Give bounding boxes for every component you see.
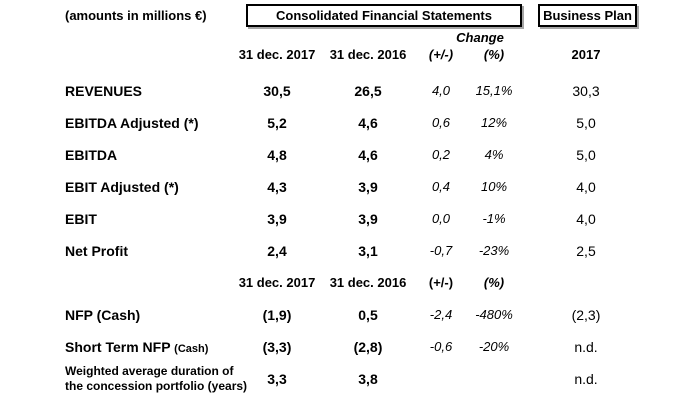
table-row-short-term-nfp: Short Term NFP (Cash) (3,3) (2,8) -0,6 -… <box>0 339 700 355</box>
value-2017: (1,9) <box>262 307 292 323</box>
column-header-row-2: 31 dec. 2017 31 dec. 2016 (+/-) (%) <box>0 275 700 291</box>
table-row-ebitda-adjusted: EBITDA Adjusted (*) 5,2 4,6 0,6 12% 5,0 <box>0 115 700 131</box>
table-row-net-profit: Net Profit 2,4 3,1 -0,7 -23% 2,5 <box>0 243 700 259</box>
col-header-2017: 31 dec. 2017 <box>238 275 316 290</box>
row-label: Short Term NFP (Cash) <box>0 339 232 357</box>
value-change-pct: -20% <box>478 339 510 354</box>
value-change-pct: 10% <box>480 179 508 194</box>
value-change-pct: -1% <box>482 211 506 226</box>
value-change-abs: 0,4 <box>431 179 451 194</box>
amounts-note: (amounts in millions €) <box>65 8 207 23</box>
row-label: REVENUES <box>65 83 143 99</box>
value-business-plan: 4,0 <box>576 211 596 227</box>
row-label: NFP (Cash) <box>65 307 141 323</box>
row-label-main: Short Term NFP <box>65 339 171 355</box>
table-row-revenues: REVENUES 30,5 26,5 4,0 15,1% 30,3 <box>0 83 700 99</box>
col-header-2016: 31 dec. 2016 <box>329 275 407 290</box>
value-change-pct: 12% <box>480 115 508 130</box>
value-change-pct: -480% <box>475 307 513 322</box>
value-business-plan: 2,5 <box>576 243 596 259</box>
row-label: EBITDA Adjusted (*) <box>65 115 199 131</box>
row-label: EBITDA <box>65 147 118 163</box>
value-2017: 4,8 <box>267 147 287 163</box>
value-change-pct: 4% <box>484 147 504 162</box>
value-change-abs: -0,7 <box>429 243 453 258</box>
table-row-ebit-adjusted: EBIT Adjusted (*) 4,3 3,9 0,4 10% 4,0 <box>0 179 700 195</box>
value-business-plan: n.d. <box>574 370 598 387</box>
value-change-abs: 4,0 <box>431 83 451 98</box>
value-change-abs: -2,4 <box>429 307 453 322</box>
value-business-plan: 4,0 <box>576 179 596 195</box>
value-2016: (2,8) <box>353 339 383 355</box>
row-label: Net Profit <box>65 243 128 259</box>
value-2017: 5,2 <box>267 115 287 131</box>
value-business-plan: 30,3 <box>572 83 600 99</box>
row-label-line1: Weighted average duration of <box>65 364 234 378</box>
value-2017: 3,3 <box>267 370 287 387</box>
group-box-title: Consolidated Financial Statements <box>276 8 492 23</box>
value-change-abs: 0,2 <box>431 147 451 162</box>
value-2016: 3,9 <box>358 179 378 195</box>
value-2017: 3,9 <box>267 211 287 227</box>
value-2017: 4,3 <box>267 179 287 195</box>
group-box-title: Business Plan <box>543 8 632 23</box>
value-2016: 3,8 <box>358 370 378 387</box>
value-change-abs: 0,0 <box>431 211 451 226</box>
value-change-pct: 15,1% <box>475 83 513 98</box>
table-row-ebit: EBIT 3,9 3,9 0,0 -1% 4,0 <box>0 211 700 227</box>
value-business-plan: (2,3) <box>571 307 601 323</box>
row-label-suffix: (Cash) <box>174 343 209 355</box>
value-2017: 30,5 <box>263 83 291 99</box>
row-label: EBIT <box>65 211 97 227</box>
col-header-pct: (%) <box>483 275 505 290</box>
value-2016: 0,5 <box>358 307 378 323</box>
col-header-plus-minus: (+/-) <box>428 275 454 290</box>
row-label: EBIT Adjusted (*) <box>65 179 179 195</box>
col-header-2017: 31 dec. 2017 <box>238 47 316 62</box>
value-business-plan: n.d. <box>574 339 598 355</box>
value-2016: 4,6 <box>358 115 378 131</box>
table-row-nfp-cash: NFP (Cash) (1,9) 0,5 -2,4 -480% (2,3) <box>0 307 700 323</box>
value-change-abs: -0,6 <box>429 339 453 354</box>
group-box-consolidated-financial-statements: Consolidated Financial Statements <box>246 4 522 27</box>
col-header-bp-year: 2017 <box>571 47 601 62</box>
col-header-pct: (%) <box>483 47 505 62</box>
table-row-weighted-duration: Weighted average duration of the concess… <box>0 360 700 398</box>
value-2017: (3,3) <box>262 339 292 355</box>
group-box-business-plan: Business Plan <box>538 4 637 27</box>
col-header-2016: 31 dec. 2016 <box>329 47 407 62</box>
row-label-line2: the concession portfolio (years) <box>65 379 248 393</box>
table-row-ebitda: EBITDA 4,8 4,6 0,2 4% 5,0 <box>0 147 700 163</box>
value-2016: 3,9 <box>358 211 378 227</box>
col-header-plus-minus: (+/-) <box>428 47 454 62</box>
value-2016: 3,1 <box>358 243 378 259</box>
value-2016: 4,6 <box>358 147 378 163</box>
row-label: Weighted average duration of the concess… <box>0 364 248 394</box>
value-change-pct: -23% <box>478 243 510 258</box>
change-label-row: Change <box>0 30 700 46</box>
value-2017: 2,4 <box>267 243 287 259</box>
value-2016: 26,5 <box>354 83 382 99</box>
value-business-plan: 5,0 <box>576 115 596 131</box>
value-change-abs: 0,6 <box>431 115 451 130</box>
value-business-plan: 5,0 <box>576 147 596 163</box>
change-label: Change <box>456 30 504 45</box>
column-header-row: 31 dec. 2017 31 dec. 2016 (+/-) (%) 2017 <box>0 47 700 63</box>
